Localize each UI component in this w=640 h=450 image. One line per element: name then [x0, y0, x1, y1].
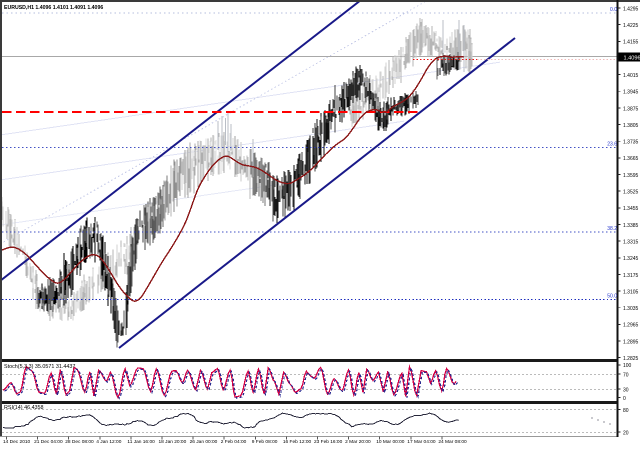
svg-text:1.4015: 1.4015 — [623, 73, 639, 79]
svg-text:1.2825: 1.2825 — [623, 356, 639, 362]
svg-text:9 Feb 08:00: 9 Feb 08:00 — [252, 439, 278, 445]
svg-text:11 Jan 16:00: 11 Jan 16:00 — [127, 439, 155, 445]
svg-text:0.0: 0.0 — [610, 7, 617, 13]
svg-text:24 Mar 08:00: 24 Mar 08:00 — [438, 439, 467, 445]
svg-text:18 Jan 20:00: 18 Jan 20:00 — [159, 439, 187, 445]
svg-text:0: 0 — [623, 396, 626, 402]
svg-text:38.2: 38.2 — [607, 226, 617, 232]
svg-text:70: 70 — [623, 372, 629, 378]
svg-text:1.3455: 1.3455 — [623, 206, 639, 212]
svg-text:30: 30 — [623, 387, 629, 393]
svg-text:1.2895: 1.2895 — [623, 339, 639, 345]
svg-text:23.6: 23.6 — [607, 142, 617, 148]
svg-text:16 Feb 12:00: 16 Feb 12:00 — [283, 439, 312, 445]
svg-text:EURUSD,H1 1.4096 1.4101 1.4091: EURUSD,H1 1.4096 1.4101 1.4091 1.4096 — [4, 5, 103, 11]
svg-text:1.4225: 1.4225 — [623, 23, 639, 29]
svg-text:Stoch(5,3,3) 35.0571 31.4437: Stoch(5,3,3) 35.0571 31.4437 — [4, 364, 75, 370]
svg-text:1.3665: 1.3665 — [623, 156, 639, 162]
svg-text:20: 20 — [623, 430, 629, 436]
svg-text:1.3385: 1.3385 — [623, 223, 639, 229]
svg-text:1.3805: 1.3805 — [623, 123, 639, 129]
svg-text:1.3035: 1.3035 — [623, 306, 639, 312]
svg-text:17 Mar 04:00: 17 Mar 04:00 — [407, 439, 436, 445]
svg-text:1.3105: 1.3105 — [623, 289, 639, 295]
svg-text:1.3525: 1.3525 — [623, 190, 639, 196]
svg-text:23 Feb 16:00: 23 Feb 16:00 — [314, 439, 343, 445]
svg-text:1.3315: 1.3315 — [623, 240, 639, 246]
svg-text:4 Jan 12:00: 4 Jan 12:00 — [96, 439, 121, 445]
svg-text:2 Feb 04:00: 2 Feb 04:00 — [221, 439, 247, 445]
svg-text:1.4155: 1.4155 — [623, 40, 639, 46]
svg-text:14 Dec 2010: 14 Dec 2010 — [3, 439, 31, 445]
svg-text:1.3595: 1.3595 — [623, 173, 639, 179]
svg-text:50.0: 50.0 — [607, 294, 617, 300]
svg-text:80: 80 — [623, 408, 629, 414]
svg-text:1.3175: 1.3175 — [623, 273, 639, 279]
svg-text:1.4295: 1.4295 — [623, 6, 639, 12]
svg-text:1.3245: 1.3245 — [623, 256, 639, 262]
svg-text:100: 100 — [623, 363, 632, 369]
svg-text:1.3735: 1.3735 — [623, 140, 639, 146]
svg-text:2 Mar 20:00: 2 Mar 20:00 — [345, 439, 371, 445]
svg-text:10 Mar 00:00: 10 Mar 00:00 — [376, 439, 405, 445]
svg-text:1.4096: 1.4096 — [624, 56, 640, 62]
svg-text:1.3945: 1.3945 — [623, 90, 639, 96]
svg-text:26 Jan 00:00: 26 Jan 00:00 — [190, 439, 218, 445]
svg-text:1.2965: 1.2965 — [623, 323, 639, 329]
svg-text:28 Dec 08:00: 28 Dec 08:00 — [65, 439, 94, 445]
svg-text:21 Dec 04:00: 21 Dec 04:00 — [34, 439, 63, 445]
svg-text:1.3875: 1.3875 — [623, 106, 639, 112]
svg-text:RSI(14) 46.4358: RSI(14) 46.4358 — [4, 405, 44, 411]
